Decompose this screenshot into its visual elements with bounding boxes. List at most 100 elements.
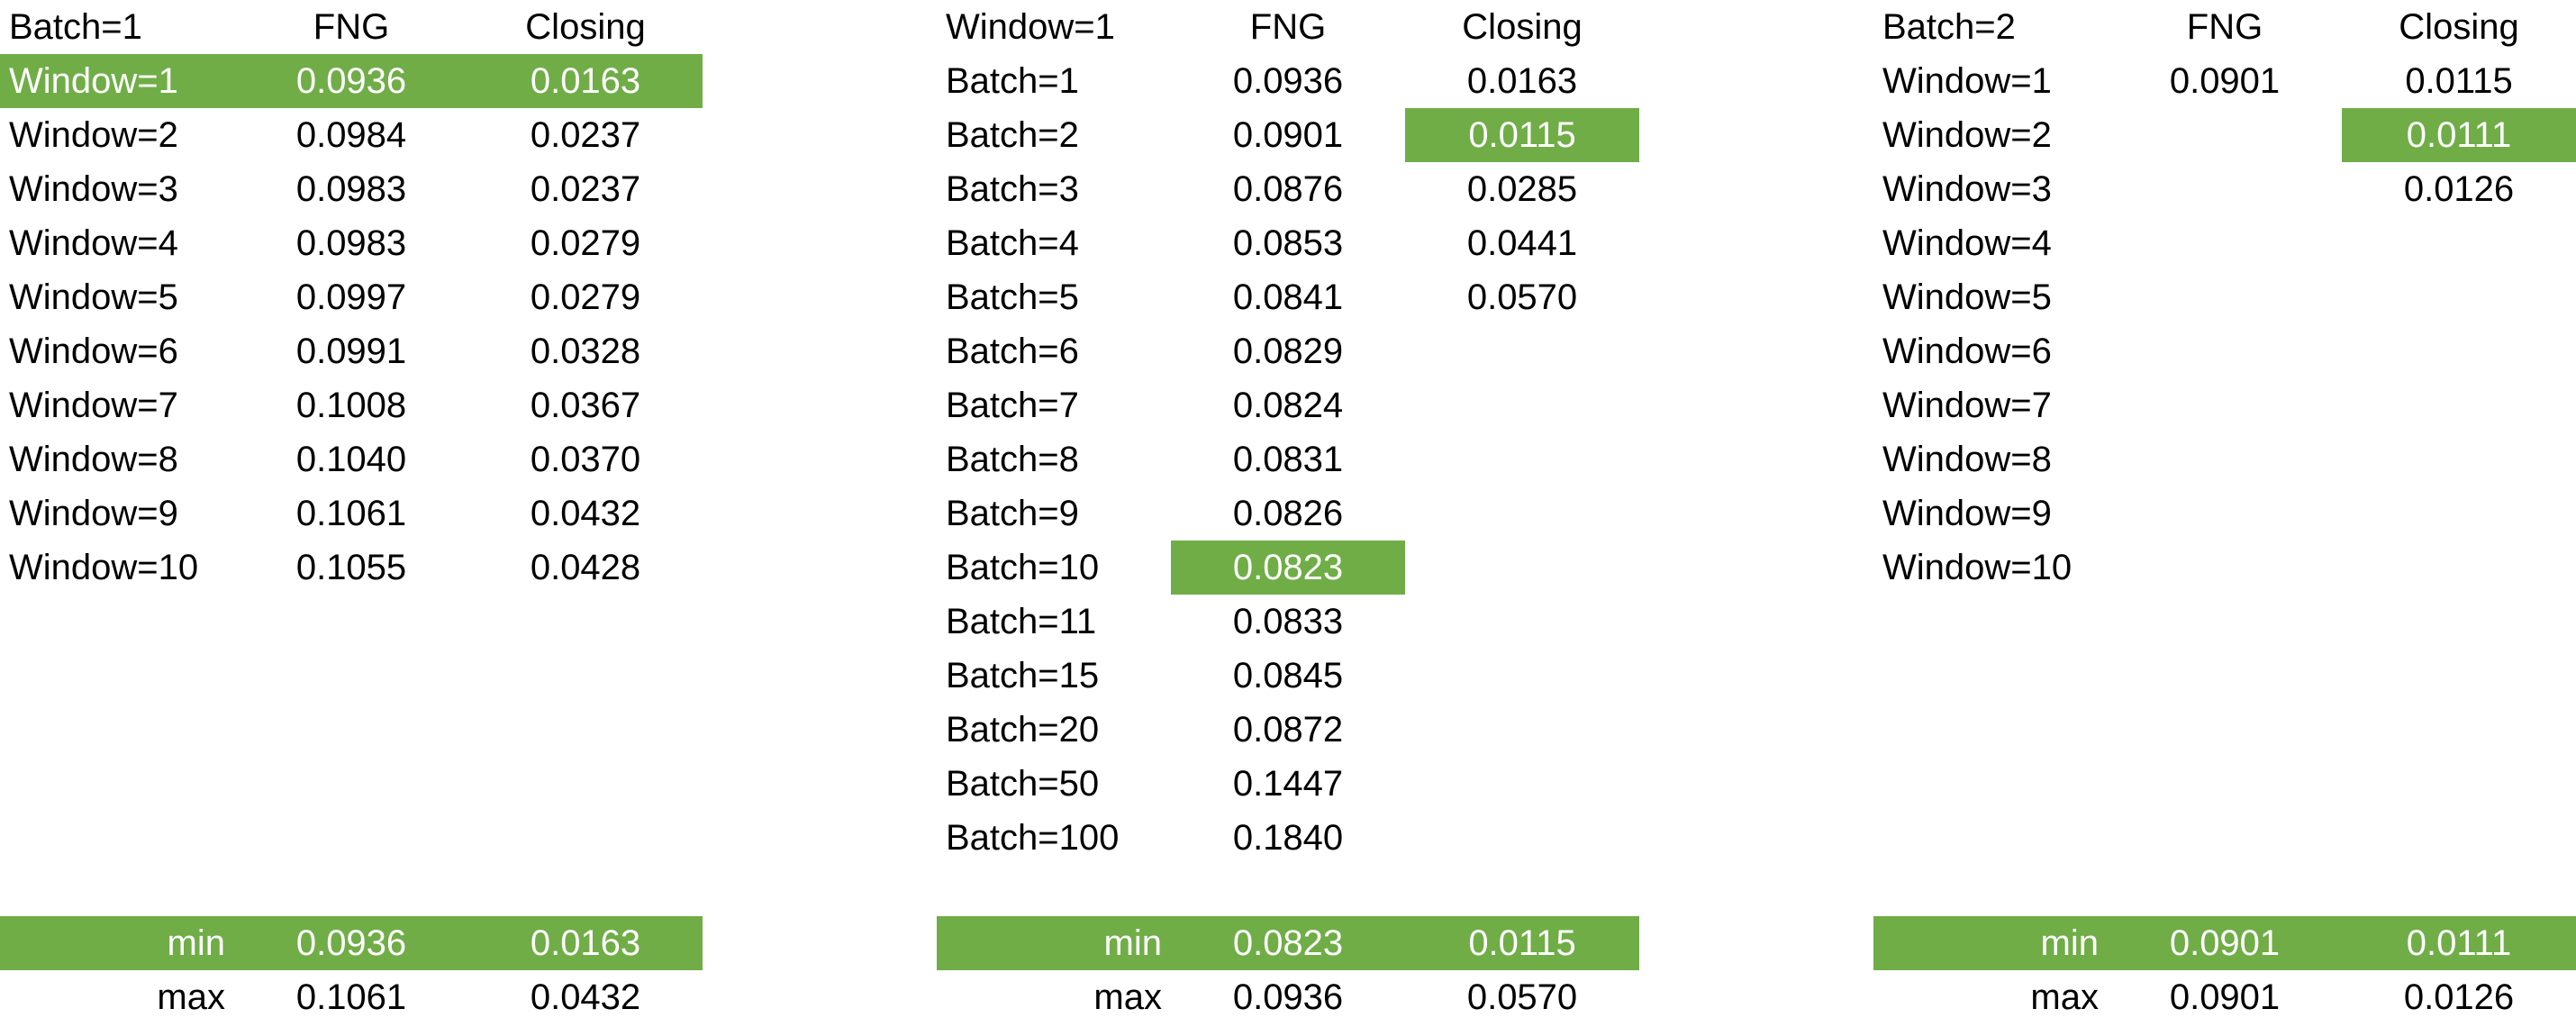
- row-fng: 0.0853: [1232, 223, 1344, 263]
- row-label: Batch=8: [946, 440, 1079, 479]
- table-row: Window=9 0.1061 0.0432: [0, 486, 703, 541]
- row-fng: 0.0983: [295, 223, 407, 263]
- max-row: max 0.0901 0.0126: [1873, 970, 2576, 1024]
- table-row: Batch=11 0.0833: [937, 595, 1639, 649]
- row-highlight: [0, 54, 703, 108]
- row-closing: 0.0570: [1466, 277, 1578, 317]
- table-row: Batch=8 0.0831: [937, 432, 1639, 486]
- row-fng: 0.0826: [1232, 494, 1344, 533]
- min-fng: 0.0901: [2169, 923, 2281, 963]
- table-row: Batch=1 0.0936 0.0163: [937, 54, 1639, 108]
- row-fng: 0.0872: [1232, 710, 1344, 750]
- table-row: Window=3 0.0126: [1873, 162, 2576, 216]
- min-closing: 0.0163: [530, 923, 641, 963]
- row-closing: 0.0328: [530, 332, 641, 371]
- table-row: Window=4 0.0983 0.0279: [0, 216, 703, 270]
- table-row: Batch=3 0.0876 0.0285: [937, 162, 1639, 216]
- row-closing: 0.0432: [530, 494, 641, 533]
- row-label: Batch=50: [946, 764, 1100, 804]
- table-row: Window=5 0.0997 0.0279: [0, 270, 703, 324]
- min-closing: 0.0111: [2406, 923, 2512, 963]
- row-label: Batch=2: [946, 115, 1079, 155]
- row-label: Window=4: [9, 223, 178, 263]
- table-row: Batch=50 0.1447: [937, 757, 1639, 811]
- table-row: Batch=5 0.0841 0.0570: [937, 270, 1639, 324]
- row-label: Batch=5: [946, 277, 1079, 317]
- row-label: Batch=6: [946, 332, 1079, 371]
- min-row: min 0.0823 0.0115: [937, 916, 1639, 970]
- min-closing: 0.0115: [1468, 923, 1576, 963]
- table-row: Window=2 0.0984 0.0237: [0, 108, 703, 162]
- table-row: Batch=4 0.0853 0.0441: [937, 216, 1639, 270]
- row-fng: 0.0983: [295, 169, 407, 209]
- table-row: Batch=20 0.0872: [937, 703, 1639, 757]
- table-row: Window=4: [1873, 216, 2576, 270]
- row-closing: 0.0367: [530, 386, 641, 425]
- table-row: Window=9: [1873, 486, 2576, 541]
- table-row: Window=1 0.0936 0.0163: [0, 54, 703, 108]
- table-row: Window=1 0.0901 0.0115: [1873, 54, 2576, 108]
- row-closing: 0.0441: [1466, 223, 1578, 263]
- row-label: Batch=3: [946, 169, 1079, 209]
- table-row: Window=6 0.0991 0.0328: [0, 324, 703, 378]
- header-closing: Closing: [525, 7, 646, 47]
- max-closing: 0.0570: [1466, 977, 1578, 1017]
- row-label: Batch=10: [946, 548, 1100, 587]
- row-label: Window=6: [1882, 332, 2052, 371]
- header-fng: FNG: [313, 7, 390, 47]
- table-row: Window=10 0.1055 0.0428: [0, 541, 703, 595]
- row-closing: 0.0237: [530, 169, 641, 209]
- row-closing: 0.0126: [2403, 169, 2515, 209]
- max-row: max 0.0936 0.0570: [937, 970, 1639, 1024]
- header-row: Batch=1 FNG Closing: [0, 0, 703, 54]
- row-fng: 0.0936: [295, 61, 407, 101]
- row-label: Batch=7: [946, 386, 1079, 425]
- row-fng: 0.0829: [1232, 332, 1344, 371]
- row-fng: 0.1055: [295, 548, 407, 587]
- row-label: Window=3: [9, 169, 178, 209]
- row-label: Window=3: [1882, 169, 2052, 209]
- min-label: min: [167, 923, 225, 963]
- header-fng: FNG: [1249, 7, 1327, 47]
- max-fng: 0.0936: [1232, 977, 1344, 1017]
- header-fng: FNG: [2186, 7, 2263, 47]
- min-fng: 0.0823: [1232, 923, 1344, 963]
- row-fng: 0.0991: [295, 332, 407, 371]
- max-label: max: [2030, 977, 2099, 1017]
- table-row: Batch=15 0.0845: [937, 649, 1639, 703]
- table-row: Window=8: [1873, 432, 2576, 486]
- row-fng: 0.1061: [295, 494, 407, 533]
- header-row: Batch=2 FNG Closing: [1873, 0, 2576, 54]
- row-closing: 0.0279: [530, 277, 641, 317]
- table-row: Batch=100 0.1840: [937, 811, 1639, 865]
- row-fng: 0.0845: [1232, 656, 1344, 695]
- row-fng: 0.0831: [1232, 440, 1344, 479]
- row-label: Window=7: [9, 386, 178, 425]
- header-label: Batch=1: [9, 7, 142, 47]
- min-row: min 0.0936 0.0163: [0, 916, 703, 970]
- row-fng: 0.0997: [295, 277, 407, 317]
- row-label: Window=9: [9, 494, 178, 533]
- max-closing: 0.0432: [530, 977, 641, 1017]
- row-label: Window=10: [1882, 548, 2073, 587]
- row-closing: 0.0163: [1466, 61, 1578, 101]
- row-fng: 0.1040: [295, 440, 407, 479]
- row-closing: 0.0279: [530, 223, 641, 263]
- row-label: Batch=20: [946, 710, 1100, 750]
- row-fng: 0.0841: [1232, 277, 1344, 317]
- row-label: Batch=100: [946, 818, 1120, 858]
- max-closing: 0.0126: [2403, 977, 2515, 1017]
- max-label: max: [157, 977, 225, 1017]
- row-label: Batch=11: [946, 602, 1097, 641]
- table-row: Window=2 0.0111: [1873, 108, 2576, 162]
- table-row: Window=7 0.1008 0.0367: [0, 378, 703, 432]
- table-row: Window=8 0.1040 0.0370: [0, 432, 703, 486]
- table-window-1: Window=1 FNG Closing Batch=1 0.0936 0.01…: [937, 0, 1639, 1017]
- row-label: Window=8: [9, 440, 178, 479]
- table-row: Window=10: [1873, 541, 2576, 595]
- row-closing: 0.0237: [530, 115, 641, 155]
- row-label: Window=8: [1882, 440, 2052, 479]
- min-fng: 0.0936: [295, 923, 407, 963]
- row-label: Window=2: [9, 115, 178, 155]
- row-fng: 0.0901: [1232, 115, 1344, 155]
